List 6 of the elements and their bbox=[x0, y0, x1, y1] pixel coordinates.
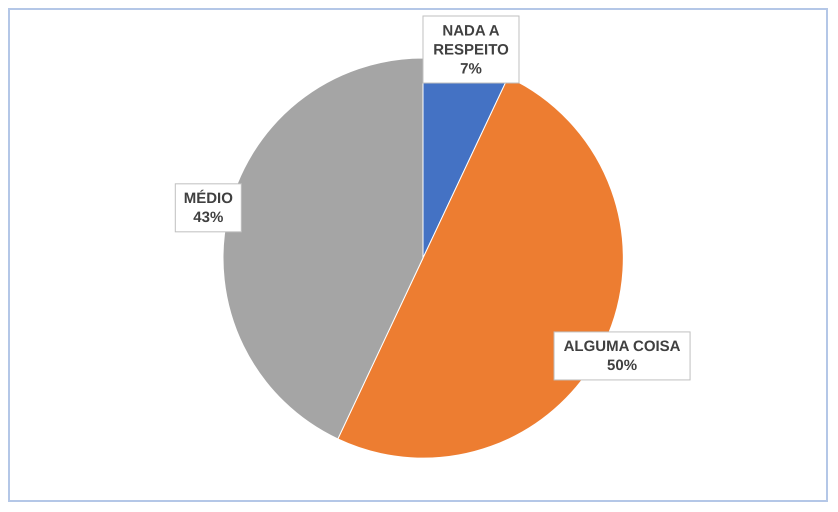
data-label: 50% bbox=[607, 357, 638, 374]
data-label: 43% bbox=[193, 209, 224, 226]
data-label: 7% bbox=[460, 60, 482, 78]
slice-label: MÉDIO bbox=[184, 189, 234, 208]
slice-label: NADA A RESPEITO bbox=[433, 22, 510, 58]
slice-label: ALGUMA COISA bbox=[564, 338, 681, 356]
